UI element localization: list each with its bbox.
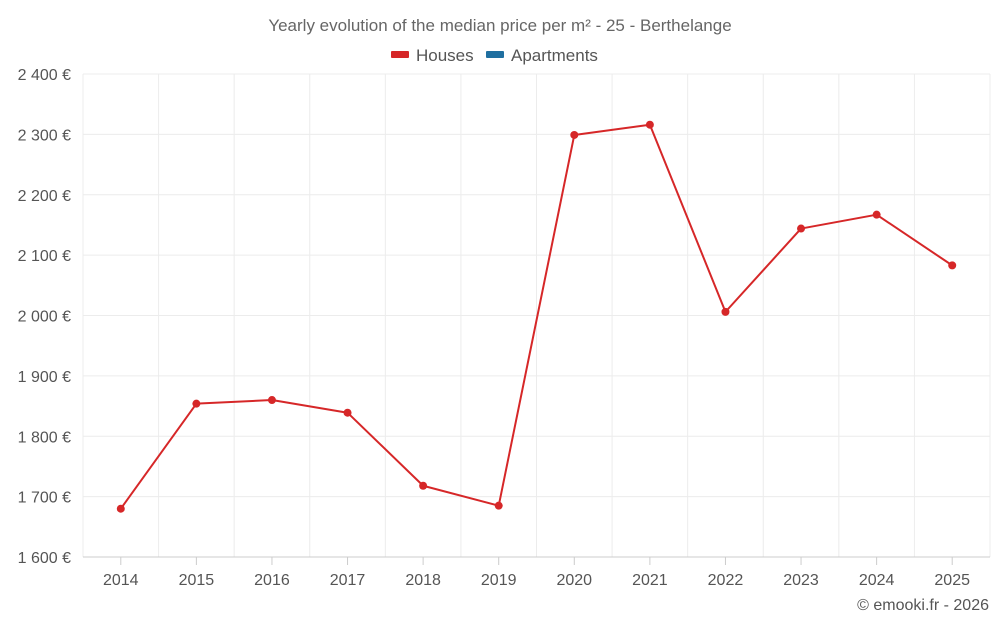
y-tick-label: 2 200 €: [18, 188, 71, 205]
y-tick-label: 2 400 €: [18, 67, 71, 84]
data-point-houses-2019: [494, 501, 503, 510]
data-point-houses-2023: [797, 224, 806, 233]
grid: [82, 73, 991, 558]
data-point-houses-2022: [721, 307, 730, 316]
x-tick-label: 2024: [859, 572, 895, 589]
x-tick-label: 2015: [179, 572, 215, 589]
legend-label-apartments: Apartments: [511, 46, 598, 65]
x-tick-label: 2021: [632, 572, 668, 589]
data-point-houses-2024: [872, 210, 881, 219]
credit-text: © emooki.fr - 2026: [857, 597, 989, 614]
x-tick-label: 2014: [103, 572, 139, 589]
legend-swatch-houses: [391, 51, 409, 58]
y-tick-label: 1 800 €: [18, 429, 71, 446]
series-layer: [116, 120, 957, 513]
x-tick-label: 2016: [254, 572, 290, 589]
legend[interactable]: Houses Apartments: [391, 46, 598, 65]
data-point-houses-2014: [116, 504, 125, 513]
x-tick-label: 2022: [708, 572, 744, 589]
y-tick-label: 2 000 €: [18, 309, 71, 326]
x-tick-label: 2019: [481, 572, 517, 589]
data-point-houses-2021: [645, 120, 654, 129]
x-tick-label: 2017: [330, 572, 366, 589]
data-point-houses-2017: [343, 408, 352, 417]
x-tick-label: 2025: [934, 572, 970, 589]
data-point-houses-2020: [570, 130, 579, 139]
x-tick-label: 2020: [556, 572, 592, 589]
x-tick-label: 2018: [405, 572, 441, 589]
y-tick-label: 2 300 €: [18, 127, 71, 144]
x-tick-label: 2023: [783, 572, 819, 589]
legend-label-houses: Houses: [416, 46, 474, 65]
y-tick-label: 1 600 €: [18, 550, 71, 567]
chart-title: Yearly evolution of the median price per…: [268, 16, 731, 35]
y-tick-label: 2 100 €: [18, 248, 71, 265]
y-tick-label: 1 900 €: [18, 369, 71, 386]
axes: 1 600 € 1 700 € 1 800 € 1 900 € 2 000 € 2 100…: [18, 67, 990, 589]
data-point-houses-2016: [267, 396, 276, 405]
data-point-houses-2025: [948, 261, 957, 270]
legend-swatch-apartments: [486, 51, 504, 58]
data-point-houses-2018: [419, 481, 428, 490]
data-point-houses-2015: [192, 399, 201, 408]
y-tick-label: 1 700 €: [18, 490, 71, 507]
series-line-houses: [119, 123, 953, 510]
legend-item-houses[interactable]: Houses: [391, 46, 474, 65]
legend-item-apartments[interactable]: Apartments: [486, 46, 598, 65]
